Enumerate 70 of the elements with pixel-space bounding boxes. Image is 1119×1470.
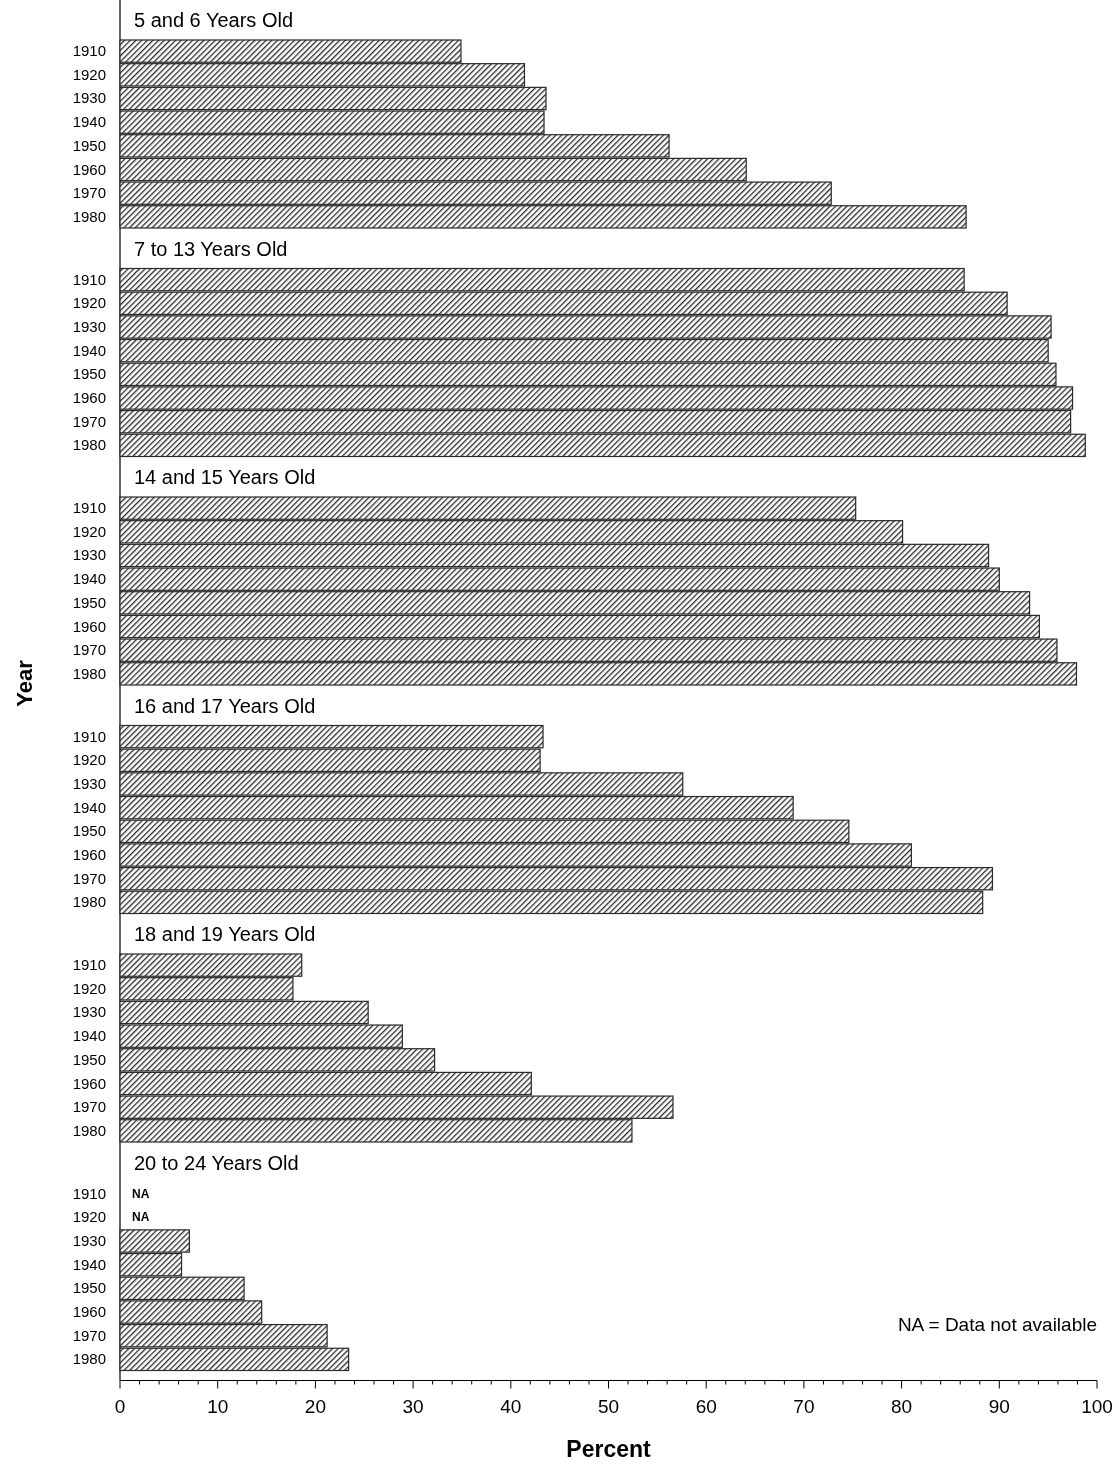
y-tick-label: 1950	[72, 593, 106, 611]
y-tick-label: 1950	[72, 1279, 106, 1297]
y-tick-label: 1930	[72, 89, 106, 107]
y-tick-label: 1970	[72, 184, 106, 202]
y-tick-label: 1910	[72, 727, 106, 745]
y-tick-label: 1950	[72, 822, 106, 840]
text: NA	[132, 1186, 150, 1201]
y-tick-label: 1910	[72, 1184, 106, 1202]
y-tick-label: 1950	[72, 1050, 106, 1068]
y-tick-label: 1920	[72, 294, 106, 312]
y-tick-label: 1930	[72, 546, 106, 564]
y-tick-label: 1910	[72, 956, 106, 974]
y-tick-label: 1960	[72, 846, 106, 864]
x-tick-label: 100	[1081, 1395, 1113, 1417]
x-axis-title: Percent	[566, 1435, 652, 1462]
annotation: NA = Data not available	[897, 1313, 1097, 1335]
y-tick-label: 1970	[72, 1098, 106, 1116]
x-tick-label: 90	[988, 1395, 1010, 1417]
x-tick-label: 60	[695, 1395, 717, 1417]
y-tick-label: 1960	[72, 1074, 106, 1092]
y-tick-label: 1940	[72, 570, 106, 588]
y-tick-label: 1930	[72, 317, 106, 335]
chart-title: 20 to 24 Years Old	[134, 1151, 299, 1174]
chart-title: 5 and 6 Years Old	[134, 9, 294, 31]
chart-title: 16 and 17 Years Old	[134, 694, 316, 717]
chart-title: 14 and 15 Years Old	[134, 466, 316, 488]
x-tick-label: 70	[793, 1395, 815, 1417]
y-tick-label: 1910	[72, 42, 106, 60]
y-tick-label: 1920	[72, 979, 106, 997]
y-tick-label: 1940	[72, 113, 106, 131]
x-tick-label: 0	[114, 1395, 126, 1417]
y-tick-label: 1940	[72, 1027, 106, 1045]
y-tick-label: 1960	[72, 617, 106, 635]
y-tick-label: 1980	[72, 207, 106, 225]
y-tick-label: 1910	[72, 499, 106, 517]
y-tick-label: 1910	[72, 270, 106, 288]
x-tick-label: 10	[207, 1395, 229, 1417]
chart-title: 7 to 13 Years Old	[134, 237, 288, 260]
y-tick-label: 1920	[72, 1208, 106, 1226]
y-axis-title: Year	[12, 659, 37, 707]
y-tick-label: 1970	[72, 412, 106, 430]
y-tick-label: 1980	[72, 893, 106, 911]
y-tick-label: 1920	[72, 522, 106, 540]
y-tick-label: 1980	[72, 1350, 106, 1368]
y-tick-label: 1970	[72, 641, 106, 659]
y-tick-label: 1980	[72, 664, 106, 682]
y-tick-label: 1930	[72, 1003, 106, 1021]
y-tick-label: 1930	[72, 1231, 106, 1249]
text: NA	[132, 1210, 150, 1225]
y-tick-label: 1960	[72, 1303, 106, 1321]
x-tick-label: 30	[402, 1395, 424, 1417]
y-tick-label: 1920	[72, 751, 106, 769]
y-tick-label: 1960	[72, 389, 106, 407]
y-tick-label: 1980	[72, 436, 106, 454]
x-tick-label: 40	[500, 1395, 522, 1417]
y-tick-label: 1950	[72, 365, 106, 383]
x-tick-label: 80	[891, 1395, 913, 1417]
y-tick-label: 1950	[72, 136, 106, 154]
y-tick-label: 1980	[72, 1121, 106, 1139]
y-tick-label: 1970	[72, 869, 106, 887]
y-tick-label: 1940	[72, 798, 106, 816]
x-tick-label: 20	[304, 1395, 326, 1417]
y-tick-label: 1940	[72, 341, 106, 359]
y-tick-label: 1930	[72, 774, 106, 792]
y-tick-label: 1920	[72, 65, 106, 83]
x-tick-label: 50	[597, 1395, 620, 1417]
y-tick-label: 1940	[72, 1255, 106, 1273]
y-tick-label: 1960	[72, 160, 106, 178]
y-tick-label: 1970	[72, 1326, 106, 1344]
chart-title: 18 and 19 Years Old	[134, 923, 316, 945]
